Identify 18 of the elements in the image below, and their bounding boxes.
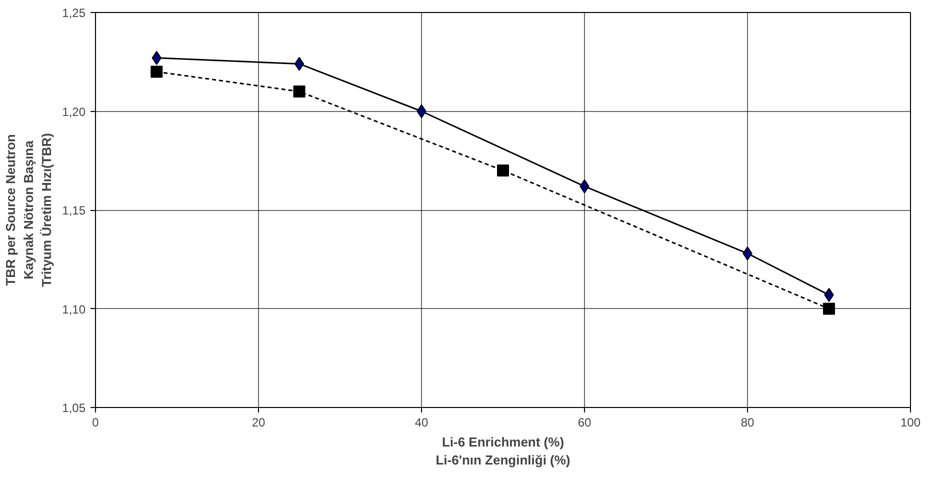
point (293, 86, 306, 98)
y-tick-label: 1,15 (62, 204, 86, 218)
point (150, 66, 163, 78)
x-axis-title: Li-6 Enrichment (%) Li-6'nın Zenginliği (%) (436, 434, 570, 468)
point (294, 56, 304, 71)
x-tick-label: 40 (414, 416, 428, 430)
x-tick-label: 60 (578, 416, 592, 430)
x-tick-label: 80 (740, 416, 754, 430)
x-tick-label: 20 (252, 416, 266, 430)
y-tick-label: 1,25 (62, 6, 86, 20)
y-tick-label: 1,20 (62, 104, 86, 119)
x-tick-label: 0 (92, 416, 100, 430)
point (497, 164, 509, 176)
x-tick-label: 100 (900, 416, 921, 430)
y-axis-title: TBR per Source Neutron Kaynak Nötron Başına Trityum Üretim Hızı(TBR) (3, 133, 54, 287)
y-tick-label: 1,05 (62, 401, 86, 415)
point (823, 302, 835, 315)
y-tick-label: 1,10 (62, 302, 86, 316)
